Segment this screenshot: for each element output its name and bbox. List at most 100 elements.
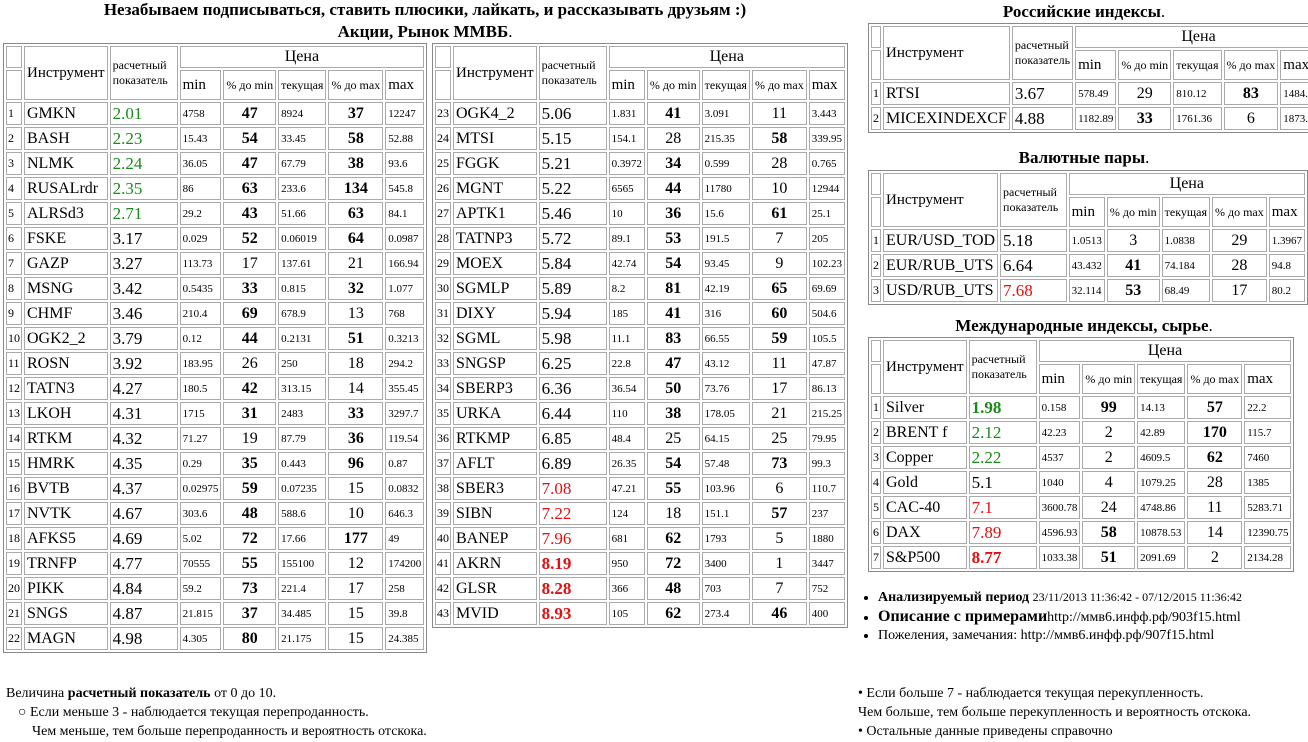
price-min: 4758 xyxy=(179,102,222,125)
row-index: 22 xyxy=(6,627,22,650)
header-pct-max: % до max xyxy=(1223,50,1279,80)
pct-to-max: 25 xyxy=(751,427,807,450)
pct-to-min: 83 xyxy=(646,327,700,350)
ratio-value: 4.69 xyxy=(109,527,178,550)
price-max: 339.95 xyxy=(808,127,845,150)
price-current: 2091.69 xyxy=(1137,546,1186,569)
instrument-name: RTKM xyxy=(24,427,108,450)
table-row: 19 TRNFP 4.77 70555 55 155100 12 174200 xyxy=(6,552,425,575)
desc-link[interactable]: http://ммв6.инфф.рф/903f15.html xyxy=(1047,610,1241,625)
ratio-value: 7.89 xyxy=(968,521,1037,544)
table-row: 39 SIBN 7.22 124 18 151.1 57 237 xyxy=(435,502,845,525)
price-max: 3297.7 xyxy=(385,402,425,425)
row-index: 7 xyxy=(871,546,881,569)
price-current: 73.76 xyxy=(701,377,750,400)
pct-to-min: 80 xyxy=(223,627,277,650)
pct-to-min: 42 xyxy=(223,377,277,400)
header-blank xyxy=(871,26,881,48)
pct-to-min: 37 xyxy=(223,602,277,625)
price-max: 79.95 xyxy=(808,427,845,450)
pct-to-max: 5 xyxy=(751,527,807,550)
price-min: 42.74 xyxy=(608,252,645,275)
instrument-name: MTSI xyxy=(453,127,537,150)
price-min: 26.35 xyxy=(608,452,645,475)
instrument-name: RTKMP xyxy=(453,427,537,450)
ratio-value: 3.92 xyxy=(109,352,178,375)
price-current: 0.07235 xyxy=(278,477,327,500)
row-index: 18 xyxy=(6,527,22,550)
price-max: 0.0987 xyxy=(385,227,425,250)
period-label: Анализируемый период xyxy=(878,590,1030,605)
price-min: 3600.78 xyxy=(1038,496,1081,519)
price-max: 110.7 xyxy=(808,477,845,500)
price-max: 646.3 xyxy=(385,502,425,525)
footer-text: от 0 до 10. xyxy=(210,686,277,701)
footer-right: • Если больше 7 - наблюдается текущая пе… xyxy=(858,686,1252,739)
row-index: 37 xyxy=(435,452,451,475)
instrument-name: DIXY xyxy=(453,302,537,325)
price-min: 71.27 xyxy=(179,427,222,450)
header-blank xyxy=(871,364,881,394)
price-current: 703 xyxy=(701,577,750,600)
row-index: 3 xyxy=(6,152,22,175)
row-index: 38 xyxy=(435,477,451,500)
pct-to-min: 54 xyxy=(223,127,277,150)
row-index: 34 xyxy=(435,377,451,400)
dot: . xyxy=(1160,2,1166,21)
price-min: 681 xyxy=(608,527,645,550)
pct-to-max: 46 xyxy=(751,602,807,625)
row-index: 5 xyxy=(6,202,22,225)
price-max: 752 xyxy=(808,577,845,600)
intl-title: Международные индексы, сырье xyxy=(955,316,1209,335)
ratio-value: 2.22 xyxy=(968,446,1037,469)
price-current: 1079.25 xyxy=(1137,471,1186,494)
row-index: 10 xyxy=(6,327,22,350)
ratio-value: 5.72 xyxy=(538,227,607,250)
price-max: 84.1 xyxy=(385,202,425,225)
row-index: 30 xyxy=(435,277,451,300)
row-index: 5 xyxy=(871,496,881,519)
pct-to-max: 28 xyxy=(1211,254,1267,277)
pct-to-min: 69 xyxy=(223,302,277,325)
ratio-value: 4.67 xyxy=(109,502,178,525)
row-index: 17 xyxy=(6,502,22,525)
header-blank xyxy=(871,173,881,195)
price-max: 205 xyxy=(808,227,845,250)
header-pct-max: % до max xyxy=(751,70,807,100)
header-pct-min: % до min xyxy=(1082,364,1136,394)
instrument-name: AKRN xyxy=(453,552,537,575)
price-max: 7460 xyxy=(1244,446,1292,469)
table-row: 4 Gold 5.1 1040 4 1079.25 28 1385 xyxy=(871,471,1292,494)
price-min: 1033.38 xyxy=(1038,546,1081,569)
price-max: 166.94 xyxy=(385,252,425,275)
pct-to-max: 96 xyxy=(328,452,384,475)
ratio-value: 3.17 xyxy=(109,227,178,250)
price-min: 366 xyxy=(608,577,645,600)
header-blank xyxy=(871,340,881,362)
wishes-item[interactable]: Пожеления, замечания: http://ммв6.инфф.р… xyxy=(878,628,1242,644)
ratio-value: 7.68 xyxy=(1000,279,1067,302)
instrument-name: SGML xyxy=(453,327,537,350)
row-index: 2 xyxy=(871,107,881,130)
price-max: 1.3967 xyxy=(1268,229,1305,252)
row-index: 32 xyxy=(435,327,451,350)
price-current: 8924 xyxy=(278,102,327,125)
row-index: 3 xyxy=(871,279,881,302)
price-max: 12944 xyxy=(808,177,845,200)
pct-to-max: 58 xyxy=(751,127,807,150)
instrument-name: FSKE xyxy=(24,227,108,250)
price-min: 47.21 xyxy=(608,477,645,500)
instrument-name: MICEXINDEXCF xyxy=(883,107,1010,130)
table-row: 5 CAC-40 7.1 3600.78 24 4748.86 11 5283.71 xyxy=(871,496,1292,519)
pct-to-min: 55 xyxy=(646,477,700,500)
price-current: 68.49 xyxy=(1161,279,1210,302)
price-max: 22.2 xyxy=(1244,396,1292,419)
footer-overbought: Если больше 7 - наблюдается текущая пере… xyxy=(866,686,1204,701)
ru-indices-title: Российские индексы xyxy=(1002,2,1161,21)
currency-title: Валютные пары xyxy=(1018,148,1146,167)
pct-to-max: 73 xyxy=(751,452,807,475)
ratio-value: 1.98 xyxy=(968,396,1037,419)
table-row: 3 Copper 2.22 4537 2 4609.5 62 7460 xyxy=(871,446,1292,469)
price-current: 42.19 xyxy=(701,277,750,300)
price-current: 0.2131 xyxy=(278,327,327,350)
